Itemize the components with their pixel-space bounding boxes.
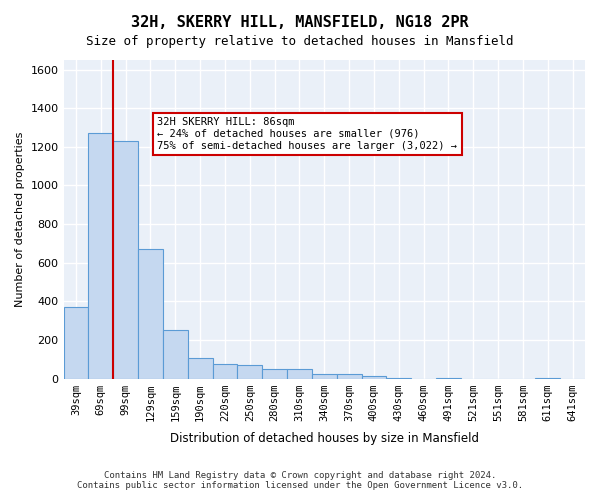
Bar [163, 330, 188, 378]
Bar [64, 307, 88, 378]
Bar [362, 376, 386, 378]
Bar [113, 141, 138, 378]
Text: 32H, SKERRY HILL, MANSFIELD, NG18 2PR: 32H, SKERRY HILL, MANSFIELD, NG18 2PR [131, 15, 469, 30]
Bar [287, 369, 312, 378]
X-axis label: Distribution of detached houses by size in Mansfield: Distribution of detached houses by size … [170, 432, 479, 445]
Bar [212, 364, 238, 378]
Bar [337, 374, 362, 378]
Bar [238, 365, 262, 378]
Bar [312, 374, 337, 378]
Bar [188, 358, 212, 378]
Bar [88, 134, 113, 378]
Text: Contains HM Land Registry data © Crown copyright and database right 2024.
Contai: Contains HM Land Registry data © Crown c… [77, 470, 523, 490]
Bar [138, 249, 163, 378]
Bar [262, 369, 287, 378]
Text: 32H SKERRY HILL: 86sqm
← 24% of detached houses are smaller (976)
75% of semi-de: 32H SKERRY HILL: 86sqm ← 24% of detached… [157, 118, 457, 150]
Text: Size of property relative to detached houses in Mansfield: Size of property relative to detached ho… [86, 35, 514, 48]
Y-axis label: Number of detached properties: Number of detached properties [15, 132, 25, 307]
